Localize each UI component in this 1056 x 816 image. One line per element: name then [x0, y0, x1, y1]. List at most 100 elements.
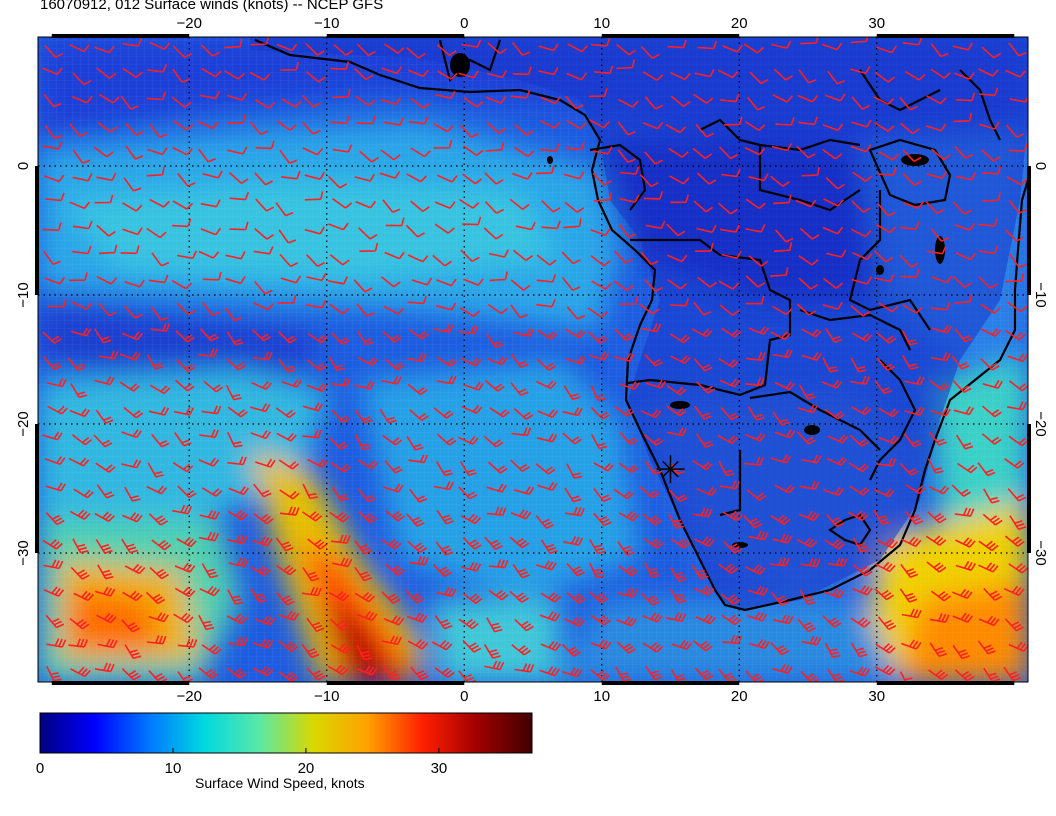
wind-barb — [926, 246, 947, 255]
wind-barb — [952, 275, 973, 288]
wind-barb — [619, 381, 640, 391]
wind-barb — [566, 306, 586, 320]
wind-barb — [953, 406, 975, 416]
wind-barb — [590, 615, 612, 626]
wind-barb — [561, 667, 583, 678]
wind-barb — [228, 636, 249, 646]
wind-barb — [67, 357, 86, 371]
wind-barb — [436, 461, 453, 477]
wind-barb — [149, 384, 171, 395]
wind-barb — [463, 381, 484, 391]
wind-barb — [432, 254, 452, 267]
wind-barb — [249, 403, 271, 413]
wind-barb — [540, 143, 560, 152]
wind-barb — [721, 168, 741, 178]
wind-barb — [463, 278, 484, 286]
wind-barb — [563, 385, 581, 401]
wind-barb — [823, 198, 844, 207]
wind-barb — [797, 404, 818, 414]
wind-barb — [431, 639, 453, 651]
wind-barb — [799, 480, 820, 490]
wind-barb — [406, 513, 425, 527]
wind-barb — [225, 276, 246, 285]
wind-barb — [1004, 229, 1024, 242]
wind-barb — [229, 221, 249, 231]
wind-barb — [744, 456, 764, 466]
wind-barb — [746, 352, 766, 362]
wind-barb — [567, 43, 588, 53]
wind-barb — [590, 668, 610, 681]
wind-barb — [407, 295, 427, 305]
wind-barb — [982, 192, 1001, 202]
wind-barb — [254, 615, 276, 626]
wind-barb — [436, 44, 457, 56]
africa-land — [250, 37, 1028, 610]
wind-barb — [593, 487, 612, 502]
wind-barb — [850, 375, 871, 385]
wind-barb — [510, 509, 532, 520]
wind-barb — [332, 144, 353, 153]
wind-barb — [772, 94, 794, 103]
wind-barb — [540, 539, 558, 554]
wind-barb — [151, 306, 169, 321]
wind-barb — [744, 121, 766, 131]
wind-barb — [146, 635, 167, 645]
wind-barb — [536, 560, 557, 571]
lat-label-left: −30 — [15, 540, 32, 565]
wind-barb — [277, 294, 297, 304]
colorbar-tick-label: 20 — [298, 760, 315, 777]
wind-barb — [593, 512, 612, 527]
wind-barb — [589, 591, 609, 604]
wind-barb — [224, 307, 243, 322]
wind-barb — [381, 375, 402, 385]
wind-barb — [978, 562, 999, 573]
wind-barb — [383, 665, 401, 681]
wind-barb — [850, 642, 868, 658]
wind-barb — [670, 566, 687, 582]
colorbar-label: Surface Wind Speed, knots — [195, 775, 365, 791]
wind-barb — [328, 175, 348, 189]
wind-barb — [329, 303, 350, 315]
wind-barb — [822, 148, 843, 160]
wind-barb — [124, 486, 141, 502]
wind-barb — [1008, 200, 1028, 214]
wind-barb — [98, 302, 117, 317]
wind-barb — [486, 333, 504, 348]
wind-barb — [925, 535, 947, 546]
wind-barb — [228, 557, 249, 568]
wind-barb — [405, 224, 425, 238]
wind-barb — [515, 221, 536, 231]
wind-barb — [436, 587, 457, 597]
wind-barb — [877, 167, 897, 176]
wind-barb — [357, 459, 379, 470]
wind-barb — [874, 273, 895, 283]
wind-barb — [694, 69, 715, 78]
wind-barb — [954, 293, 973, 304]
wind-barb — [514, 123, 534, 136]
wind-barb — [926, 95, 947, 105]
wind-barb — [330, 377, 351, 387]
wind-barb — [70, 327, 92, 337]
wind-barb — [513, 249, 533, 262]
wind-barb — [772, 533, 793, 544]
frame-ticks — [35, 34, 1031, 685]
wind-barb — [644, 353, 664, 367]
wind-barb — [42, 67, 63, 76]
wind-barb — [1005, 124, 1025, 138]
wind-barb — [1008, 253, 1027, 268]
wind-barb — [825, 328, 843, 343]
wind-barb — [873, 509, 891, 525]
wind-barb — [827, 668, 845, 682]
wind-barb — [541, 200, 561, 213]
lon-label-top: 20 — [731, 15, 748, 32]
wind-barb — [226, 331, 244, 346]
wind-barb — [512, 564, 531, 579]
wind-barb — [722, 510, 743, 522]
wind-barb — [696, 487, 718, 496]
wind-barb — [329, 437, 349, 450]
wind-barb — [124, 305, 143, 319]
wind-barb — [46, 378, 67, 388]
wind-barb — [770, 175, 790, 187]
wind-barb — [850, 406, 872, 416]
wind-barb — [770, 514, 791, 526]
